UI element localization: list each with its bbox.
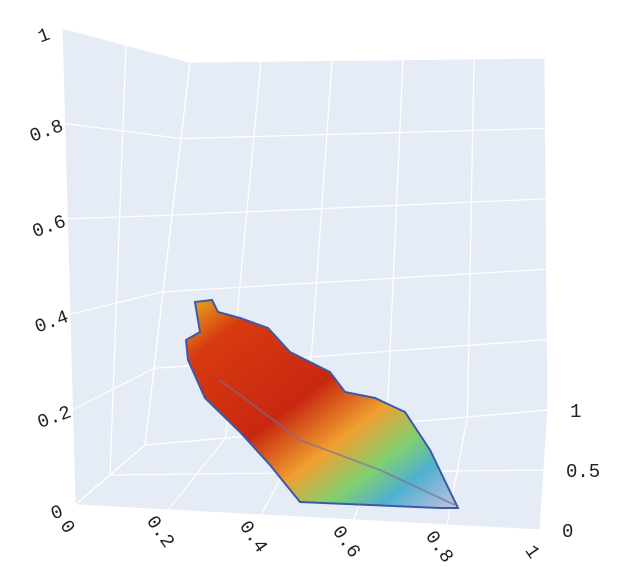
y-tick-label: 1 [570,401,581,423]
z-tick-label: 0.2 [35,401,75,433]
surface-ridge [219,379,456,506]
z-grid-line [69,291,164,315]
left-wall [62,28,190,505]
z-grid-line [61,27,191,63]
y-grid-line [109,44,127,476]
x-grid-line [466,58,475,418]
x-tick-label: 0.6 [327,522,365,563]
surface [184,298,460,509]
z-grid-line [162,268,547,293]
z-grid-line [74,444,146,506]
z-grid-line [180,127,546,140]
x-tick-label: 0.4 [234,517,272,558]
z-tick-label: 0.6 [29,211,69,243]
z-tick-label: 1 [35,24,53,49]
y-grid-line [144,61,191,446]
z-tick-label: 0.8 [27,115,67,147]
z-grid-line [171,198,547,216]
y-tick-label: 0.5 [566,461,600,483]
z-grid-line [189,57,546,63]
y-grid-line [61,27,76,506]
y-grid-line [74,504,541,531]
z-grid-line [67,214,173,220]
x-tick-label: 0.8 [420,527,458,567]
z-grid-line [72,367,155,411]
x-tick-label: 1 [520,541,545,563]
x-tick-label: 0.2 [141,512,179,553]
y-tick-label: 0 [562,521,573,543]
x-grid-line [386,59,404,425]
z-tick-label: 0.4 [32,306,72,338]
z-grid-line [64,122,182,140]
x-grid-line [544,57,549,411]
z-tick-label: 0 [48,501,66,526]
